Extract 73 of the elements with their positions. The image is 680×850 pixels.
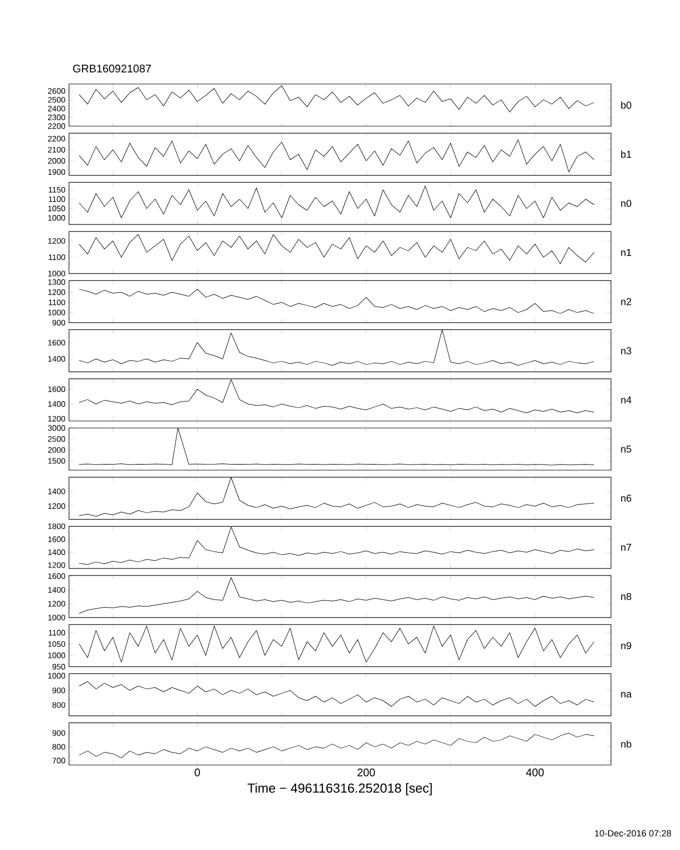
y-tick-label: 2200 [48, 136, 66, 142]
y2-axis-title: b0 [621, 101, 632, 109]
y-tick-label: 1600 [48, 536, 66, 542]
text: 10-Dec-2016 07:28 [595, 830, 672, 836]
x-tick-label: 0 [194, 768, 200, 776]
x-tick-label: 400 [526, 768, 544, 776]
x-axis-title: Time − 496116316.252018 [sec] [248, 783, 432, 796]
y-tick-label: 1200 [48, 503, 66, 509]
y-tick-label: 1100 [48, 300, 66, 306]
y-tick-label: 900 [52, 688, 66, 694]
y-tick-label: 2500 [48, 436, 66, 442]
y2-axis-title: n3 [621, 347, 632, 354]
y2-axis-title: n5 [621, 446, 632, 453]
y-tick-label: 1000 [48, 614, 66, 620]
chart-title: GRB160921087 [73, 64, 151, 72]
y2-axis-title: n6 [621, 494, 632, 502]
y-tick-label: 900 [52, 320, 66, 326]
y-tick-label: 1200 [48, 238, 66, 244]
y2-axis-title: n2 [621, 298, 632, 306]
y-tick-label: 1600 [48, 386, 66, 392]
y-tick-label: 800 [52, 702, 66, 708]
y-tick-label: 2000 [48, 447, 66, 453]
y-tick-label: 800 [52, 744, 66, 750]
x-tick-label: 200 [358, 768, 375, 776]
y2-axis-title: n1 [621, 249, 632, 256]
y-tick-label: 3000 [48, 425, 66, 431]
y-tick-label: 1600 [48, 573, 66, 579]
y-tick-label: 2500 [48, 96, 66, 103]
y-tick-label: 1800 [48, 523, 66, 530]
y-tick-label: 700 [52, 758, 66, 764]
y-tick-label: 1400 [48, 401, 66, 407]
y2-axis-title: n8 [621, 592, 632, 600]
y2-axis-title: b1 [621, 150, 632, 158]
y-tick-label: 1050 [48, 206, 66, 212]
y-tick-label: 1500 [48, 458, 66, 464]
y-tick-label: 1100 [48, 630, 66, 636]
y-tick-label: 2000 [48, 158, 66, 164]
y-tick-label: 900 [52, 730, 66, 736]
y-tick-label: 1200 [48, 562, 66, 568]
y-tick-label: 1100 [48, 254, 66, 260]
y-tick-label: 2400 [48, 106, 66, 112]
y-tick-label: 1000 [48, 310, 66, 316]
y-tick-label: 1200 [48, 416, 66, 422]
y-tick-label: 2200 [48, 123, 66, 129]
y-tick-label: 1400 [48, 356, 66, 362]
y2-axis-title: n4 [621, 396, 632, 404]
y-tick-label: 1200 [48, 289, 66, 296]
y2-axis-title: n7 [621, 544, 632, 551]
y-tick-label: 1600 [48, 340, 66, 346]
y-tick-label: 1050 [48, 641, 66, 647]
y-tick-label: 1000 [48, 652, 66, 658]
y-tick-label: 2600 [48, 88, 66, 94]
y-tick-label: 1000 [48, 215, 66, 221]
y2-axis-title: na [621, 692, 632, 698]
line-series [78, 140, 594, 172]
y-tick-label: 2300 [48, 114, 66, 120]
line-series [78, 186, 594, 218]
y2-axis-title: nb [621, 740, 632, 748]
y-tick-label: 2100 [48, 146, 66, 153]
y-tick-label: 1400 [48, 549, 66, 556]
y-tick-label: 1400 [48, 488, 66, 494]
y-tick-label: 1200 [48, 600, 66, 607]
y2-axis-title: n9 [621, 642, 632, 650]
y-tick-label: 950 [52, 664, 66, 670]
y-tick-label: 1000 [48, 672, 66, 679]
y-tick-label: 1400 [48, 587, 66, 593]
y-tick-label: 1000 [48, 270, 66, 276]
y-tick-label: 1150 [48, 186, 66, 193]
y-tick-label: 1100 [48, 196, 66, 202]
y2-axis-title: n0 [621, 200, 632, 207]
y-tick-label: 1300 [48, 279, 66, 285]
line-series [78, 732, 594, 758]
y-tick-label: 1900 [48, 169, 66, 175]
